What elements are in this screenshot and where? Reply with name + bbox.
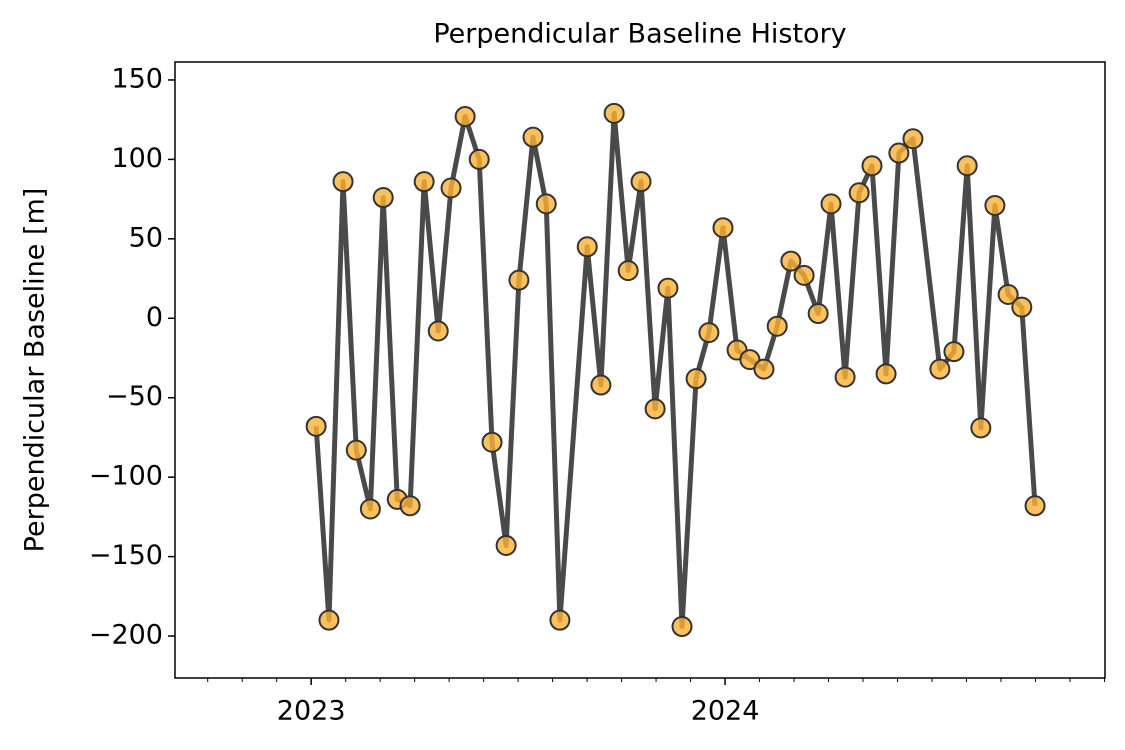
chart-title: Perpendicular Baseline History — [433, 19, 846, 50]
data-point — [468, 148, 490, 170]
data-point — [848, 182, 870, 204]
y-tick-label: 0 — [146, 302, 163, 333]
data-point — [943, 341, 965, 363]
data-point — [644, 398, 666, 420]
data-point — [332, 171, 354, 193]
data-point — [603, 102, 625, 124]
data-point — [359, 498, 381, 520]
data-point — [495, 534, 517, 556]
data-point — [305, 415, 327, 437]
data-point — [753, 358, 775, 380]
data-point — [766, 315, 788, 337]
data-point — [630, 171, 652, 193]
data-point — [508, 269, 530, 291]
data-point — [793, 264, 815, 286]
data-point — [657, 277, 679, 299]
plot-frame — [174, 61, 1106, 679]
data-point — [481, 431, 503, 453]
data-point — [875, 363, 897, 385]
data-point — [712, 217, 734, 239]
data-point — [807, 303, 829, 325]
data-point — [535, 193, 557, 215]
data-point — [576, 236, 598, 258]
data-point — [888, 142, 910, 164]
data-point — [372, 187, 394, 209]
data-point — [902, 128, 924, 150]
data-point — [522, 126, 544, 148]
y-tick-label: 100 — [111, 143, 163, 174]
data-point — [929, 358, 951, 380]
data-point — [1024, 495, 1046, 517]
data-point — [861, 155, 883, 177]
y-tick-label: 150 — [111, 63, 163, 94]
data-point — [318, 609, 340, 631]
data-point — [454, 105, 476, 127]
data-point — [671, 616, 693, 638]
y-axis-label: Perpendicular Baseline [m] — [20, 188, 51, 553]
data-point — [440, 177, 462, 199]
data-point — [970, 417, 992, 439]
x-tick-label: 2023 — [277, 696, 346, 727]
x-tick-label: 2024 — [691, 696, 760, 727]
y-tick-label: −200 — [89, 620, 163, 651]
data-point — [820, 193, 842, 215]
data-point — [984, 194, 1006, 216]
data-point — [1011, 296, 1033, 318]
data-point — [685, 368, 707, 390]
y-tick-label: 50 — [129, 222, 163, 253]
data-point — [698, 322, 720, 344]
data-point — [427, 320, 449, 342]
data-point — [617, 260, 639, 282]
y-tick-label: −150 — [89, 540, 163, 571]
data-point — [549, 609, 571, 631]
data-point — [590, 374, 612, 396]
data-point — [997, 283, 1019, 305]
y-tick-label: −100 — [89, 461, 163, 492]
data-point — [399, 495, 421, 517]
y-tick-label: −50 — [106, 381, 163, 412]
data-point — [834, 366, 856, 388]
data-point — [413, 171, 435, 193]
data-point — [956, 155, 978, 177]
data-point — [780, 250, 802, 272]
data-point — [345, 439, 367, 461]
